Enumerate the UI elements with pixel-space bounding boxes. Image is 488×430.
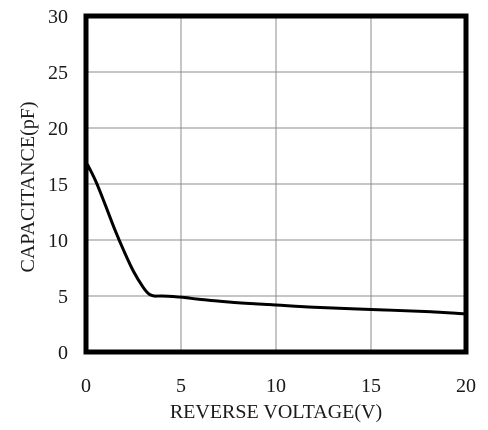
y-tick-label: 10 <box>48 230 68 252</box>
x-tick-label: 20 <box>456 375 476 397</box>
y-tick-labels: 0 5 10 15 20 25 30 <box>48 6 68 364</box>
x-tick-label: 5 <box>176 375 186 397</box>
y-tick-label: 15 <box>48 174 68 196</box>
x-tick-label: 10 <box>266 375 286 397</box>
x-tick-label: 15 <box>361 375 381 397</box>
y-tick-label: 25 <box>48 62 68 84</box>
y-tick-label: 5 <box>58 286 68 308</box>
y-axis-title: CAPACITANCE(pF) <box>17 101 39 272</box>
y-tick-label: 20 <box>48 118 68 140</box>
x-tick-label: 0 <box>81 375 91 397</box>
y-tick-label: 0 <box>58 342 68 364</box>
plot-frame <box>83 13 469 355</box>
series-line <box>84 160 468 316</box>
grid-lines <box>86 16 466 352</box>
y-tick-label: 30 <box>48 6 68 28</box>
x-tick-labels: 0 5 10 15 20 <box>81 375 476 397</box>
x-axis-title: REVERSE VOLTAGE(V) <box>170 401 382 423</box>
